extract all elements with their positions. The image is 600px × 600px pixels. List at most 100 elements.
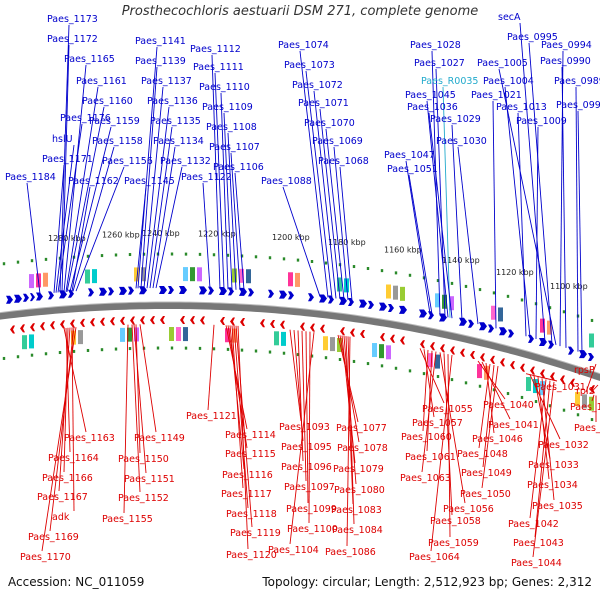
top-leader-line (339, 166, 353, 301)
bottom-leader-line (481, 365, 499, 489)
reverse-gene-arrow (560, 375, 565, 384)
tick-mark-outer (506, 294, 510, 298)
top-leader-line (333, 146, 349, 301)
reverse-gene-arrow (540, 369, 545, 378)
genome-backbone (0, 302, 600, 382)
top-leader-line (66, 106, 105, 292)
kbp-label: 1260 kbp (102, 231, 140, 240)
bottom-gene-label: Paes_1115 (225, 449, 276, 460)
top-gene-label: Paes_1088 (261, 176, 312, 187)
kbp-label: 1220 kbp (198, 229, 236, 238)
top-gene-label: Paes_1028 (410, 40, 461, 51)
top-gene-label: Paes_1009 (516, 116, 567, 127)
bottom-leader-line (308, 331, 311, 524)
forward-gene-arrow (499, 327, 507, 336)
top-gene-label: Paes_1107 (209, 142, 260, 153)
bottom-gene-label: Paes_1041 (488, 420, 539, 431)
top-leader-line (202, 182, 211, 289)
feature-block-inner (582, 394, 587, 409)
forward-gene-arrow (168, 286, 174, 294)
top-leader-line (428, 112, 453, 319)
top-leader-line (575, 86, 579, 352)
tick-mark-inner (282, 351, 286, 355)
kbp-label: 1100 kbp (550, 282, 588, 291)
bottom-gene-label: Paes_1058 (430, 516, 481, 527)
bottom-leader-line (585, 363, 597, 393)
reverse-gene-arrow (90, 318, 95, 327)
bottom-leader-line (529, 379, 547, 519)
reverse-gene-arrow (30, 323, 35, 332)
forward-gene-arrow (548, 340, 554, 349)
top-gene-label: Paes_1159 (89, 116, 140, 127)
feature-block-outer (295, 272, 300, 287)
top-leader-line (220, 92, 229, 290)
tick-mark-inner (450, 378, 454, 382)
bottom-leader-line (482, 364, 495, 468)
bottom-gene-label: Paes_1116 (222, 470, 273, 481)
tick-mark-inner (86, 348, 90, 352)
top-leader-line (214, 72, 225, 290)
tick-mark-inner (16, 355, 20, 359)
forward-gene-arrow (308, 293, 314, 302)
forward-gene-arrow (288, 291, 294, 300)
feature-block-outer (29, 274, 34, 289)
tick-mark-inner (268, 350, 272, 354)
bottom-leader-line (346, 336, 351, 547)
tick-mark-outer (128, 253, 132, 257)
bottom-gene-label: Paes_1048 (457, 449, 508, 460)
top-leader-line (230, 152, 241, 290)
tick-mark-inner (2, 356, 6, 360)
tick-mark-outer (366, 267, 370, 271)
top-leader-line (135, 186, 147, 289)
top-gene-label: Paes_1135 (150, 116, 201, 127)
feature-block-inner (589, 396, 594, 411)
forward-gene-arrow (179, 286, 187, 295)
bottom-leader-line (443, 353, 453, 516)
bottom-gene-label: rplS (576, 386, 595, 397)
top-gene-label: Paes_1072 (292, 80, 343, 91)
feature-block-outer (92, 269, 97, 284)
tick-mark-inner (548, 404, 552, 408)
tick-mark-outer (212, 253, 216, 257)
top-leader-line (282, 186, 321, 297)
bottom-gene-label: Paes_1025 (574, 423, 600, 434)
genome-summary-text: Topology: circular; Length: 2,512,923 bp… (262, 575, 592, 589)
tick-mark-inner (170, 346, 174, 350)
reverse-gene-arrow (340, 327, 345, 336)
reverse-gene-arrow (380, 333, 385, 342)
reverse-gene-arrow (550, 372, 555, 381)
forward-gene-arrow (248, 288, 254, 297)
forward-gene-arrow (219, 286, 227, 295)
top-gene-label: Paes_1136 (147, 96, 198, 107)
forward-gene-arrow (348, 298, 354, 307)
feature-block-outer (589, 333, 594, 348)
reverse-gene-arrow (130, 316, 135, 325)
feature-block-inner (540, 381, 545, 396)
feature-block-inner (526, 377, 531, 392)
bottom-gene-label: Paes_1151 (124, 474, 175, 485)
feature-block-inner (120, 327, 125, 342)
feature-block-outer (43, 272, 48, 287)
feature-block-outer (386, 284, 391, 299)
bottom-gene-label: Paes_1055 (422, 404, 473, 415)
tick-mark-inner (58, 351, 62, 355)
tick-mark-outer (226, 253, 230, 257)
reverse-gene-arrow (310, 323, 315, 332)
forward-gene-arrow (30, 293, 35, 302)
top-leader-line (72, 146, 115, 292)
bottom-gene-label: Paes_1035 (532, 501, 583, 512)
tick-mark-inner (212, 347, 216, 351)
top-gene-label: Paes_1004 (483, 76, 534, 87)
top-gene-label: Paes_1027 (414, 58, 465, 69)
bottom-gene-label: Paes_1166 (42, 473, 93, 484)
feature-block-inner (176, 327, 181, 342)
bottom-leader-line (139, 324, 157, 433)
feature-block-inner (78, 330, 83, 345)
tick-mark-inner (128, 347, 132, 351)
top-leader-line (65, 86, 99, 292)
tick-mark-inner (296, 353, 300, 357)
tick-mark-outer (548, 306, 552, 310)
forward-gene-arrow (88, 288, 94, 297)
bottom-gene-label: Paes_1031 (535, 382, 586, 393)
